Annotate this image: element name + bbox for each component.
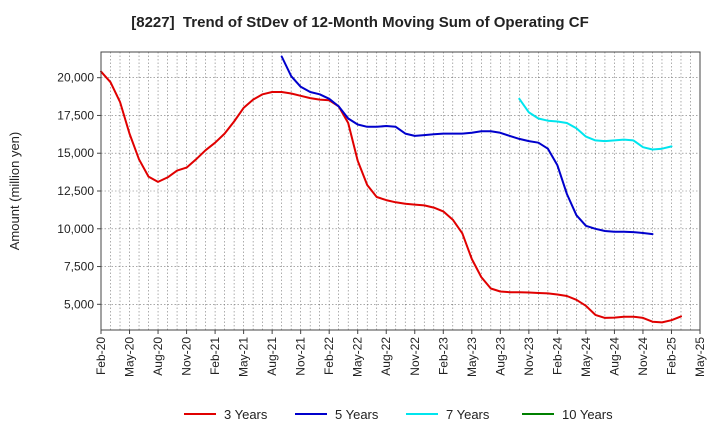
legend-label: 5 Years <box>335 407 379 422</box>
plot-frame <box>100 51 701 331</box>
x-tick-label: Aug-21 <box>265 337 279 376</box>
x-tick-label: Nov-23 <box>522 337 536 376</box>
series-line-7-years <box>518 97 673 151</box>
x-tick-label: Aug-23 <box>493 337 507 376</box>
x-tick-label: Nov-22 <box>408 337 422 376</box>
series-layer <box>100 55 682 324</box>
y-axis-ticks: 5,000 7,500 10,000 12,500 15,000 17,500 20,000 <box>57 71 101 311</box>
x-tick-label: Nov-24 <box>636 337 650 376</box>
x-tick-label: May-21 <box>237 337 251 377</box>
x-tick-label: May-22 <box>351 337 365 377</box>
y-tick-label: 7,500 <box>64 260 94 274</box>
legend-label: 7 Years <box>446 407 490 422</box>
x-axis-ticks: Feb-20 May-20 Aug-20 Nov-20 Feb-21 May-21 Aug-… <box>94 330 707 377</box>
series-line-5-years <box>280 55 654 236</box>
x-tick-label: Nov-20 <box>180 337 194 376</box>
legend: 3 Years 5 Years 7 Years 10 Years <box>184 407 613 422</box>
chart-title: [8227] Trend of StDev of 12-Month Moving… <box>131 14 589 31</box>
x-tick-label: Feb-20 <box>94 337 108 375</box>
x-tick-label: Aug-22 <box>379 337 393 376</box>
x-tick-label: May-20 <box>123 337 137 377</box>
x-tick-label: Aug-24 <box>607 337 621 376</box>
y-axis-title: Amount (million yen) <box>7 132 22 251</box>
x-tick-label: May-25 <box>693 337 707 377</box>
x-tick-label: Feb-23 <box>436 337 450 375</box>
legend-label: 10 Years <box>562 407 613 422</box>
y-tick-label: 12,500 <box>57 184 94 198</box>
grid-layer <box>101 52 700 330</box>
x-tick-label: May-23 <box>465 337 479 377</box>
x-tick-label: Feb-22 <box>322 337 336 375</box>
y-tick-label: 15,000 <box>57 146 94 160</box>
x-tick-label: Feb-21 <box>208 337 222 375</box>
series-line-3-years <box>100 70 682 324</box>
x-tick-label: May-24 <box>579 337 593 377</box>
y-tick-label: 20,000 <box>57 71 94 85</box>
x-tick-label: Feb-24 <box>550 337 564 375</box>
y-tick-label: 17,500 <box>57 108 94 122</box>
x-tick-label: Nov-21 <box>294 337 308 376</box>
x-tick-label: Feb-25 <box>664 337 678 375</box>
legend-label: 3 Years <box>224 407 268 422</box>
y-tick-label: 10,000 <box>57 222 94 236</box>
x-tick-label: Aug-20 <box>151 337 165 376</box>
y-tick-label: 5,000 <box>64 297 94 311</box>
